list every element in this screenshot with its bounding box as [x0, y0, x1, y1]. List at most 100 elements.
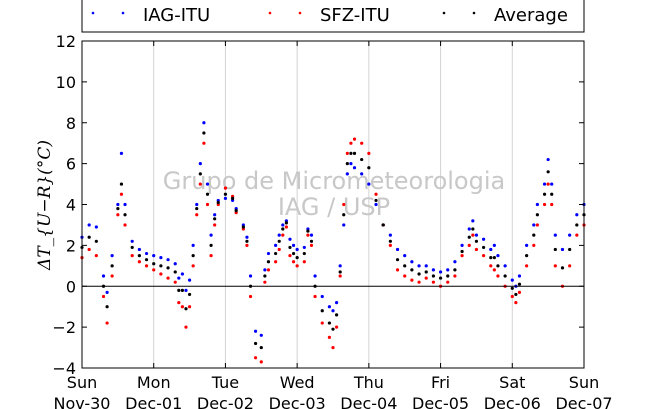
data-point [277, 233, 281, 237]
data-point [291, 251, 296, 256]
data-point [550, 202, 554, 207]
data-point [144, 258, 149, 262]
x-tick-label-date: Dec-04 [340, 394, 397, 409]
data-point [510, 278, 514, 282]
watermark-line-2: IAG / USP [278, 193, 390, 221]
data-point [424, 264, 428, 268]
data-point [223, 186, 228, 190]
y-tick-label: 0 [66, 277, 76, 296]
data-point [460, 243, 464, 247]
x-tick-label-day: Sun [67, 373, 97, 392]
data-point [187, 305, 192, 309]
data-point [241, 225, 245, 229]
data-point [532, 243, 536, 247]
data-point [503, 264, 507, 268]
data-point [166, 266, 170, 270]
data-point [187, 278, 192, 282]
data-point [568, 247, 572, 252]
data-point [266, 268, 271, 272]
y-tick-label: 4 [66, 196, 76, 215]
data-point [198, 182, 202, 186]
data-point [535, 202, 539, 207]
data-point [568, 264, 572, 268]
legend-marker [91, 11, 95, 15]
data-point [123, 223, 127, 227]
data-point [191, 243, 195, 247]
data-point [360, 157, 364, 162]
x-tick-label-date: Dec-02 [197, 394, 254, 409]
data-point [263, 280, 267, 284]
data-point [94, 239, 98, 243]
data-point [281, 227, 285, 231]
data-point [360, 141, 364, 145]
data-point [137, 260, 141, 264]
data-point [342, 202, 346, 207]
legend-label: IAG-ITU [143, 5, 210, 26]
data-point [191, 264, 195, 268]
watermark-line-1: Grupo de Micrometeorologia [163, 167, 505, 195]
data-point [388, 239, 392, 243]
data-point [492, 268, 496, 272]
data-point [510, 294, 514, 299]
data-point [352, 151, 357, 156]
data-point [517, 282, 522, 286]
data-point [248, 274, 253, 278]
data-point [184, 325, 188, 329]
data-point [334, 301, 339, 305]
data-point [535, 223, 539, 227]
x-tick-label-date: Nov-30 [54, 394, 111, 409]
data-point [274, 243, 278, 247]
legend: IAG-ITU SFZ-ITU Average [91, 5, 568, 26]
y-tick-label: 12 [56, 32, 76, 51]
data-point [431, 268, 435, 272]
data-point [291, 260, 296, 264]
data-point [223, 192, 228, 196]
plot-area [82, 41, 584, 368]
data-point [467, 235, 471, 239]
data-point [492, 256, 496, 260]
y-tick-label: 6 [66, 155, 76, 174]
data-point [453, 260, 457, 264]
data-point [546, 182, 550, 186]
data-point [471, 233, 475, 237]
data-point [302, 251, 306, 256]
data-point [431, 274, 435, 278]
data-point [266, 260, 271, 264]
y-axis-label: ΔT_{U−R}(°C) [35, 140, 55, 271]
data-point [274, 251, 278, 256]
data-point [302, 245, 306, 250]
data-point [489, 247, 493, 252]
data-point [424, 276, 428, 280]
data-point [417, 272, 421, 276]
data-point [471, 219, 475, 223]
data-point [349, 162, 353, 166]
data-points [80, 121, 586, 364]
data-point [338, 270, 342, 274]
data-point [331, 309, 335, 313]
data-point [253, 341, 258, 346]
data-point [302, 260, 306, 264]
data-point [87, 247, 91, 252]
data-point [144, 264, 149, 268]
data-point [295, 256, 299, 260]
legend-marker [268, 11, 272, 15]
data-point [152, 268, 156, 272]
data-point [374, 198, 378, 203]
data-point [259, 333, 263, 337]
data-point [202, 121, 206, 125]
data-point [116, 202, 120, 207]
data-point [374, 202, 378, 207]
data-point [119, 182, 124, 186]
data-point [234, 209, 238, 213]
data-point [105, 290, 109, 294]
data-point [187, 292, 192, 297]
data-point [173, 262, 177, 266]
data-point [467, 227, 471, 231]
x-tick-label-day: Mon [137, 373, 171, 392]
data-point [94, 225, 98, 229]
data-point [309, 239, 314, 243]
data-point [295, 264, 299, 268]
data-point [137, 247, 141, 252]
data-point [471, 227, 475, 231]
data-point [177, 288, 181, 292]
